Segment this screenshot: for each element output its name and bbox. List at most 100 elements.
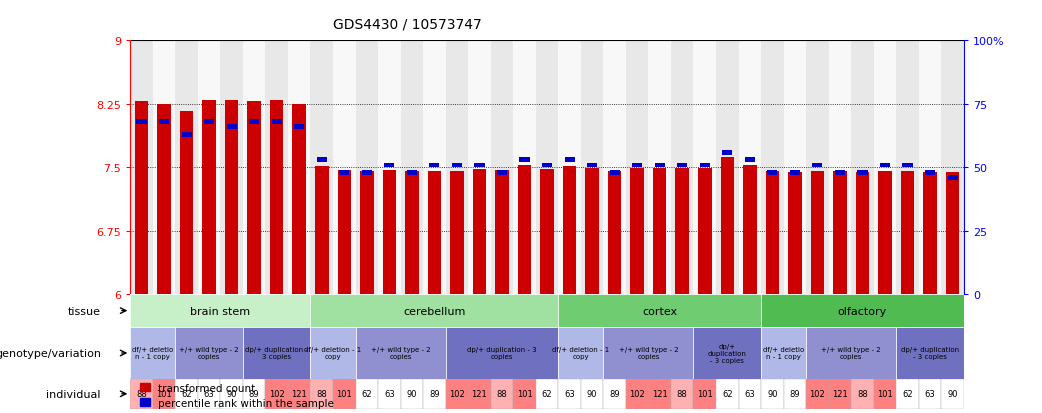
Bar [311, 41, 333, 294]
Bar [919, 41, 941, 294]
Bar [855, 173, 869, 294]
FancyBboxPatch shape [243, 379, 266, 409]
Bar [811, 172, 824, 294]
Bar [671, 41, 694, 294]
FancyBboxPatch shape [851, 379, 874, 409]
Bar [813, 163, 822, 168]
Bar [427, 172, 441, 294]
Bar [429, 163, 440, 168]
Bar [902, 163, 913, 168]
Bar [382, 170, 396, 294]
Bar [720, 158, 734, 294]
FancyBboxPatch shape [220, 379, 243, 409]
Text: 101: 101 [697, 389, 713, 399]
Bar [559, 41, 580, 294]
Bar [134, 102, 148, 294]
Bar [879, 163, 890, 168]
Bar [137, 120, 147, 125]
Bar [828, 41, 851, 294]
Text: df/+ deletio
n - 1 copy: df/+ deletio n - 1 copy [132, 347, 173, 360]
Text: 62: 62 [902, 389, 913, 399]
Bar [767, 171, 777, 176]
Bar [247, 102, 260, 294]
Text: +/+ wild type - 2
copies: +/+ wild type - 2 copies [371, 347, 430, 360]
Bar [834, 172, 847, 294]
Bar [405, 172, 419, 294]
FancyBboxPatch shape [153, 379, 175, 409]
Text: 62: 62 [362, 389, 372, 399]
Text: 90: 90 [587, 389, 597, 399]
Text: 102: 102 [449, 389, 465, 399]
FancyBboxPatch shape [580, 379, 603, 409]
Bar [175, 41, 198, 294]
Text: 88: 88 [137, 389, 147, 399]
Text: 63: 63 [564, 389, 575, 399]
Text: 63: 63 [383, 389, 395, 399]
Text: 101: 101 [337, 389, 352, 399]
Text: 102: 102 [269, 389, 284, 399]
Text: 88: 88 [858, 389, 868, 399]
Bar [878, 172, 892, 294]
Bar [249, 120, 259, 125]
Bar [603, 41, 626, 294]
Bar [220, 41, 243, 294]
FancyBboxPatch shape [446, 379, 468, 409]
FancyBboxPatch shape [896, 379, 919, 409]
Text: cerebellum: cerebellum [403, 306, 466, 316]
FancyBboxPatch shape [378, 379, 400, 409]
Bar [497, 171, 507, 176]
FancyBboxPatch shape [175, 328, 243, 379]
Bar [542, 163, 552, 168]
Bar [858, 171, 868, 176]
FancyBboxPatch shape [446, 328, 559, 379]
Bar [340, 171, 349, 176]
Bar [900, 172, 914, 294]
FancyBboxPatch shape [266, 379, 288, 409]
Bar [766, 172, 779, 294]
Bar [580, 41, 603, 294]
Bar [272, 120, 281, 125]
FancyBboxPatch shape [896, 328, 964, 379]
Bar [355, 41, 378, 294]
Bar [202, 100, 216, 294]
Bar [941, 41, 964, 294]
Bar [153, 41, 175, 294]
Bar [677, 163, 688, 168]
Bar [400, 41, 423, 294]
Bar [520, 158, 529, 163]
Text: 101: 101 [517, 389, 532, 399]
Bar [699, 163, 710, 168]
FancyBboxPatch shape [761, 294, 964, 328]
FancyBboxPatch shape [423, 379, 446, 409]
Bar [807, 41, 828, 294]
FancyBboxPatch shape [716, 379, 739, 409]
FancyBboxPatch shape [761, 328, 807, 379]
FancyBboxPatch shape [807, 379, 828, 409]
Text: 62: 62 [542, 389, 552, 399]
FancyBboxPatch shape [559, 379, 580, 409]
Bar [361, 172, 374, 294]
Text: df/+ deletion - 1
copy: df/+ deletion - 1 copy [304, 347, 362, 360]
Text: 88: 88 [677, 389, 688, 399]
FancyBboxPatch shape [941, 379, 964, 409]
Bar [632, 163, 642, 168]
FancyBboxPatch shape [761, 379, 784, 409]
Bar [225, 101, 239, 294]
Bar [784, 41, 807, 294]
Bar [294, 125, 304, 130]
Text: 121: 121 [472, 389, 488, 399]
FancyBboxPatch shape [874, 379, 896, 409]
Bar [514, 41, 536, 294]
Bar [130, 41, 153, 294]
Bar [468, 41, 491, 294]
Bar [694, 41, 716, 294]
Text: 101: 101 [877, 389, 893, 399]
FancyBboxPatch shape [784, 379, 807, 409]
Text: 63: 63 [924, 389, 936, 399]
FancyBboxPatch shape [648, 379, 671, 409]
FancyBboxPatch shape [536, 379, 559, 409]
Bar [761, 41, 784, 294]
Text: df/+ deletio
n - 1 copy: df/+ deletio n - 1 copy [763, 347, 804, 360]
FancyBboxPatch shape [130, 379, 153, 409]
Bar [587, 163, 597, 168]
